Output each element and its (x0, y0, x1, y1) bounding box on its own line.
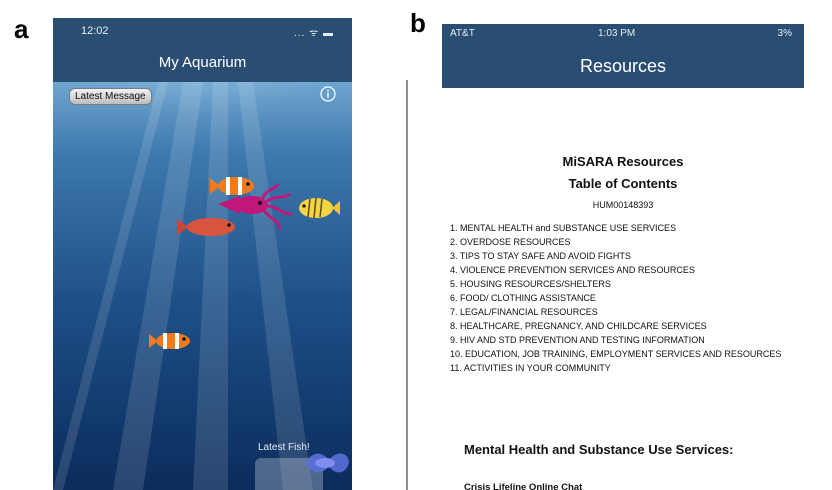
status-bar: AT&T 1:03 PM 3% (442, 24, 804, 44)
toc-item[interactable]: 7. LEGAL/FINANCIAL RESOURCES (450, 307, 598, 317)
nav-bar: Resources (442, 44, 804, 88)
document-title: MiSARA Resources (562, 154, 684, 169)
red-fish-icon[interactable] (177, 214, 239, 240)
page-title: My Aquarium (158, 54, 247, 71)
aquarium-scene (53, 82, 352, 490)
betta-fish-icon[interactable] (303, 448, 351, 478)
document-subtitle: Table of Contents (568, 176, 678, 191)
toc-item[interactable]: 4. VIOLENCE PREVENTION SERVICES AND RESO… (450, 265, 695, 275)
toc-item[interactable]: 2. OVERDOSE RESOURCES (450, 237, 571, 247)
info-icon[interactable] (320, 86, 336, 102)
table-of-contents: 1. MENTAL HEALTH and SUBSTANCE USE SERVI… (450, 221, 795, 375)
status-bar: 12:02 ... ᯤ ▬ (53, 18, 352, 44)
panel-divider (406, 80, 408, 490)
nav-bar: My Aquarium (53, 44, 352, 82)
crisis-lifeline-link[interactable]: Crisis Lifeline Online Chat (464, 482, 583, 490)
status-time: 12:02 (81, 25, 109, 37)
status-time: 1:03 PM (598, 28, 636, 39)
yellow-fish-icon[interactable] (296, 195, 342, 221)
clownfish-icon[interactable] (208, 174, 258, 198)
figure-label-a: a (14, 14, 29, 44)
toc-item[interactable]: 8. HEALTHCARE, PREGNANCY, AND CHILDCARE … (450, 321, 707, 331)
clownfish-icon[interactable] (147, 330, 193, 352)
page-title: Resources (579, 56, 667, 76)
toc-item[interactable]: 11. ACTIVITIES IN YOUR COMMUNITY (450, 363, 611, 373)
section-heading: Mental Health and Substance Use Services… (464, 442, 734, 457)
toc-item[interactable]: 1. MENTAL HEALTH and SUBSTANCE USE SERVI… (450, 223, 677, 233)
aquarium-screen: 12:02 ... ᯤ ▬ My Aquarium (53, 18, 352, 490)
figure-label-b: b (410, 8, 426, 38)
toc-item[interactable]: 9. HIV AND STD PREVENTION AND TESTING IN… (450, 335, 705, 345)
toc-item[interactable]: 3. TIPS TO STAY SAFE AND AVOID FIGHTS (450, 251, 631, 261)
carrier-label: AT&T (450, 28, 475, 39)
latest-message-button[interactable]: Latest Message (69, 88, 152, 105)
toc-item[interactable]: 10. EDUCATION, JOB TRAINING, EMPLOYMENT … (450, 349, 782, 359)
toc-item[interactable]: 5. HOUSING RESOURCES/SHELTERS (450, 279, 611, 289)
document-code: HUM00148393 (592, 200, 654, 210)
status-icons: ... ᯤ ▬ (293, 28, 334, 39)
toc-item[interactable]: 6. FOOD/ CLOTHING ASSISTANCE (450, 293, 596, 303)
battery-percentage: 3% (777, 28, 792, 39)
latest-fish-label: Latest Fish! (258, 442, 310, 453)
resources-screen: AT&T 1:03 PM 3% Resources MiSARA Resourc… (442, 24, 804, 490)
squid-icon[interactable] (218, 184, 298, 234)
